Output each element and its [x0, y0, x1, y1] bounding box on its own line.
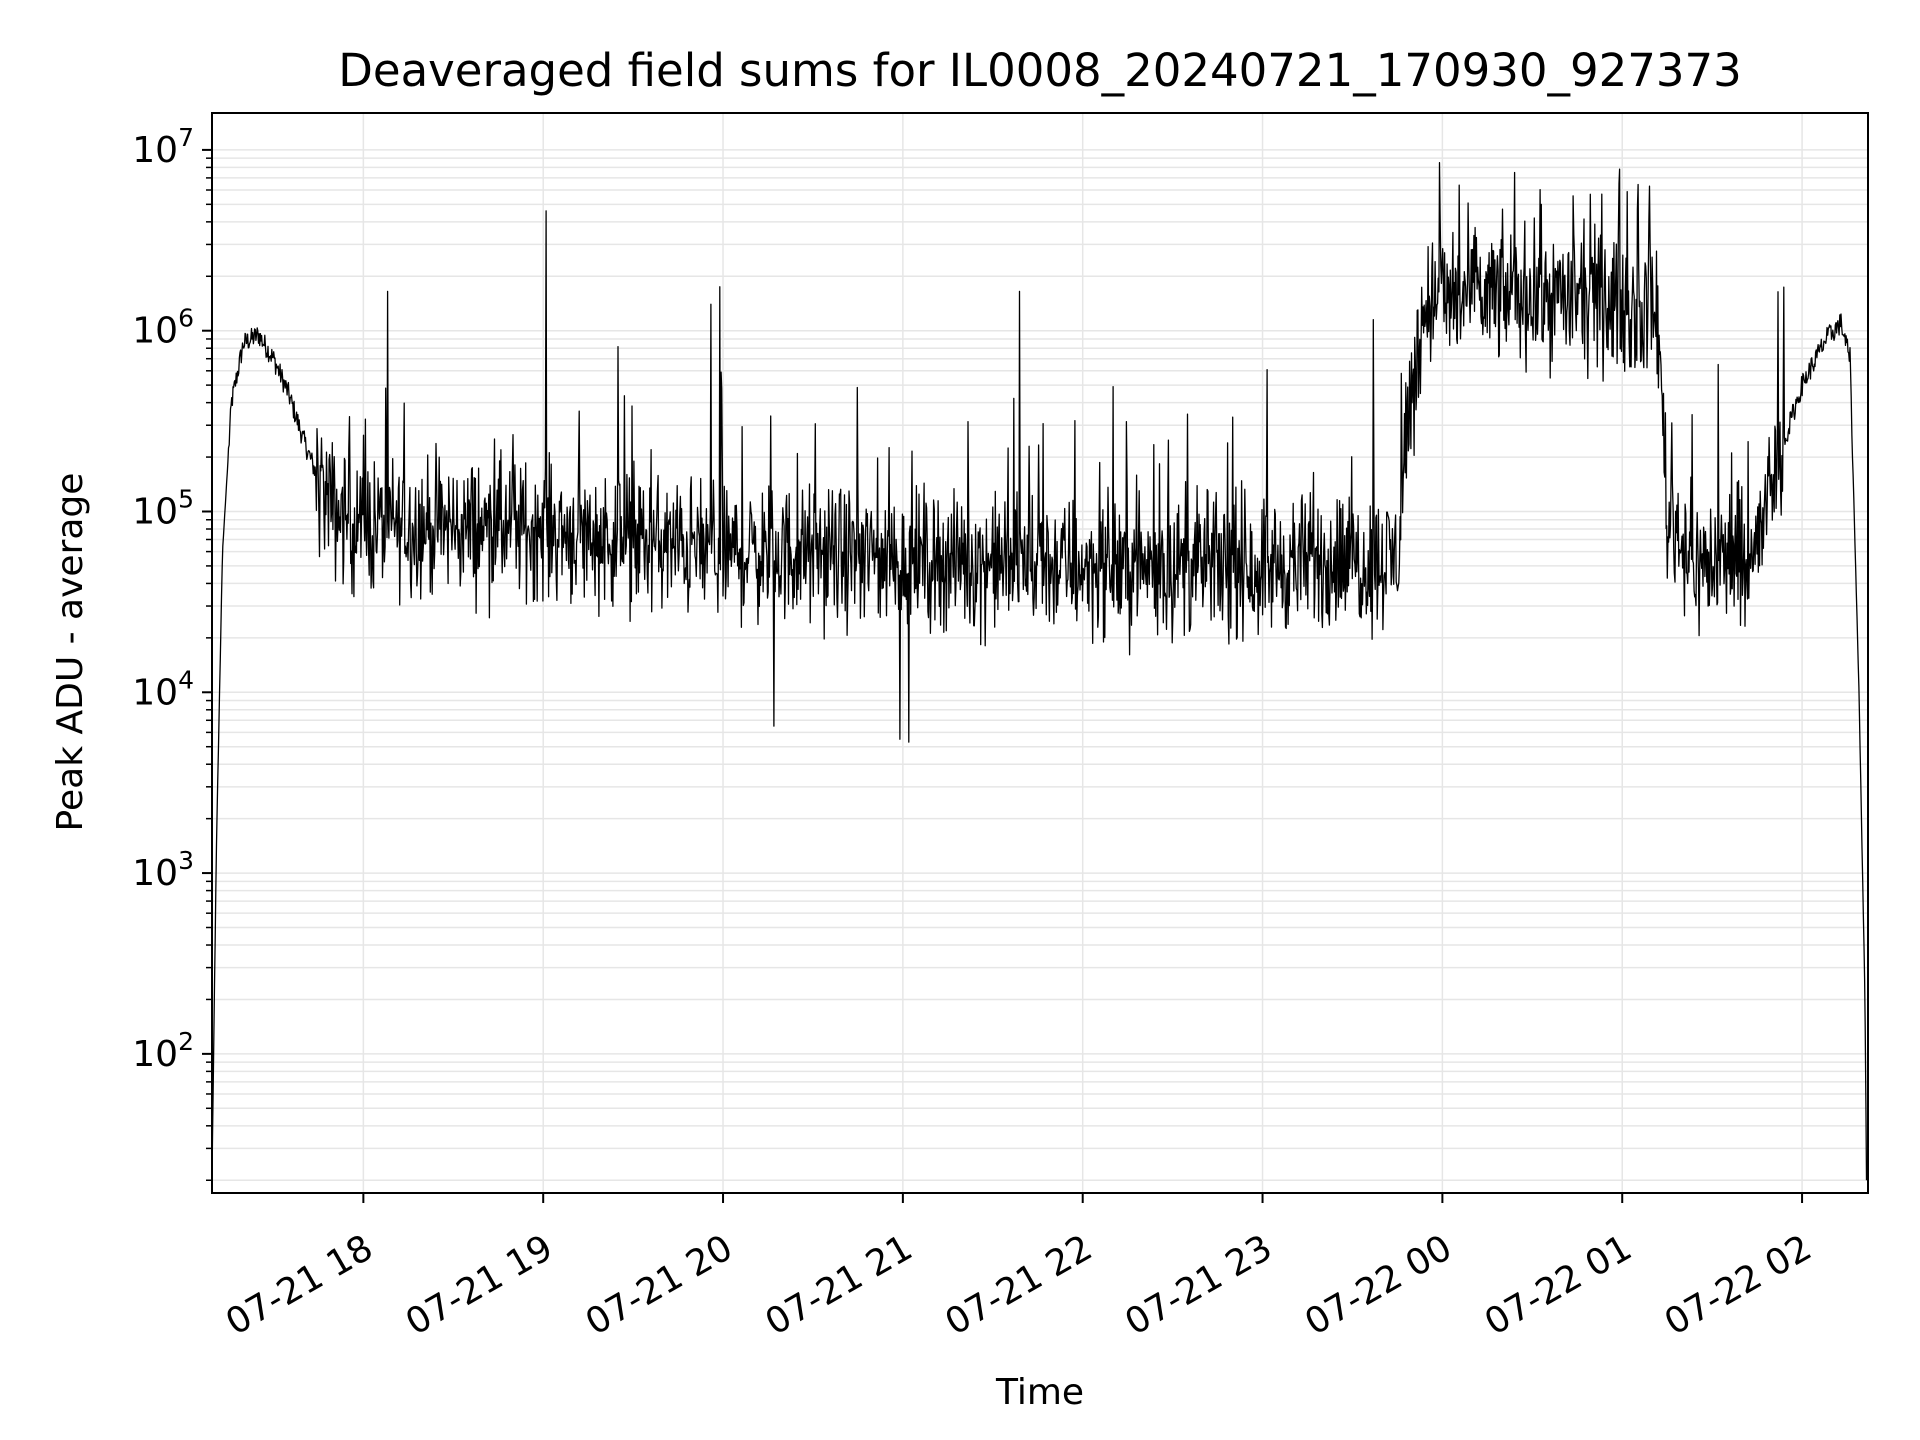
x-tick-label: 07-22 01	[1478, 1227, 1639, 1343]
series-line	[211, 162, 1868, 1181]
grid	[212, 113, 1868, 1193]
y-tick-label: 103	[132, 846, 194, 894]
y-tick-label: 107	[132, 123, 194, 171]
y-axis: 102 103 104 105 106 107	[132, 123, 212, 1181]
y-tick-label: 106	[132, 304, 194, 352]
x-tick-label: 07-21 18	[219, 1227, 380, 1343]
plot-frame	[211, 112, 1869, 1194]
x-tick-label: 07-21 20	[579, 1227, 740, 1343]
x-axis-label: Time	[995, 1372, 1084, 1413]
x-tick-label: 07-22 00	[1298, 1227, 1459, 1343]
x-tick-label: 07-21 22	[939, 1227, 1100, 1343]
plot-area	[211, 162, 1868, 1181]
x-tick-label: 07-21 23	[1118, 1227, 1279, 1343]
y-tick-label: 104	[132, 665, 194, 713]
x-tick-label: 07-21 21	[759, 1227, 920, 1343]
x-tick-label: 07-21 19	[399, 1227, 560, 1343]
chart-title: Deaveraged field sums for IL0008_2024072…	[338, 44, 1742, 97]
x-axis: 07-21 18 07-21 19 07-21 20 07-21 21 07-21 22…	[219, 1193, 1819, 1344]
y-tick-label: 102	[132, 1027, 194, 1075]
y-tick-label: 105	[132, 484, 194, 532]
y-axis-label: Peak ADU - average	[50, 473, 91, 832]
x-tick-label: 07-22 02	[1658, 1227, 1819, 1343]
